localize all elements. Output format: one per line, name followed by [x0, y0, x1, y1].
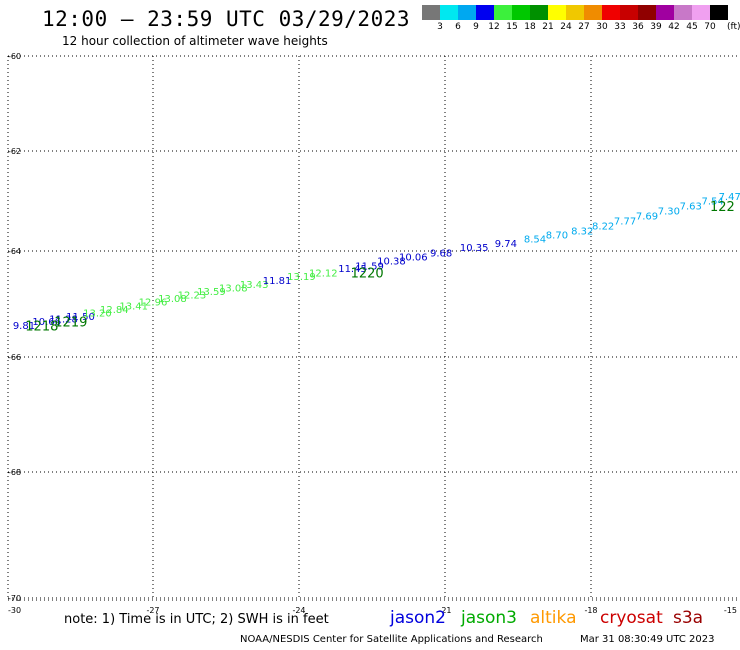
wave-height-label: 7.30	[658, 207, 680, 218]
lat-tick-label: -64	[8, 247, 21, 256]
wave-height-label: 13.59	[197, 287, 226, 298]
lat-tick-label: -60	[8, 52, 21, 61]
colorbar-label: 9	[473, 22, 479, 32]
colorbar-cell	[602, 5, 620, 20]
colorbar-label: 27	[578, 22, 590, 32]
wave-height-label: 7.47	[719, 192, 740, 203]
colorbar-label: 15	[506, 22, 518, 32]
colorbar-unit: (ft)	[727, 22, 740, 32]
colorbar-label: 18	[524, 22, 536, 32]
lon-tick-label: -24	[292, 606, 305, 615]
legend-altika: altika	[530, 608, 577, 628]
colorbar-label: 33	[614, 22, 626, 32]
legend-s3a: s3a	[673, 608, 704, 628]
colorbar-cell	[656, 5, 674, 20]
colorbar-cell	[620, 5, 638, 20]
wave-height-label: 12.96	[139, 298, 168, 309]
colorbar-label: 3	[437, 22, 443, 32]
wave-height-colorbar	[422, 5, 728, 20]
lat-tick-label: -66	[8, 353, 21, 362]
colorbar-cell	[476, 5, 494, 20]
map-subtitle: 12 hour collection of altimeter wave hei…	[62, 34, 328, 48]
map-title: 12:00 – 23:59 UTC 03/29/2023	[42, 7, 411, 31]
wave-height-label: 8.70	[546, 231, 568, 242]
wave-height-label: 13.20	[83, 309, 112, 320]
colorbar-label: 42	[668, 22, 680, 32]
colorbar-label: 30	[596, 22, 608, 32]
wave-height-label: 9.74	[495, 239, 517, 250]
wave-height-label: 12.84	[100, 305, 129, 316]
track-time-label: 1218	[25, 320, 58, 335]
colorbar-label: 24	[560, 22, 572, 32]
colorbar-cell	[512, 5, 530, 20]
wave-height-label: 8.54	[524, 235, 546, 246]
colorbar-cell	[566, 5, 584, 20]
colorbar-label: 36	[632, 22, 644, 32]
lat-tick-label: -62	[8, 147, 21, 156]
colorbar-cell	[548, 5, 566, 20]
wave-height-label: 7.54	[702, 197, 724, 208]
wave-height-label: 13.08	[219, 283, 248, 294]
colorbar-label: 70	[704, 22, 716, 32]
wave-height-label: 7.77	[614, 217, 636, 228]
track-time-label: 1219	[54, 315, 87, 330]
wave-height-label: 11.59	[355, 262, 384, 273]
lon-tick-label: -30	[8, 606, 21, 615]
wave-height-label: 9.68	[430, 248, 452, 259]
wave-height-label: 9.81	[13, 321, 35, 332]
track-time-label: 1220	[351, 267, 384, 282]
lat-tick-label: -70	[8, 594, 21, 603]
wave-height-label: 11.50	[66, 312, 95, 323]
lon-tick-label: -27	[146, 606, 159, 615]
wave-height-label: 8.32	[571, 227, 593, 238]
wave-height-label: 7.63	[680, 202, 702, 213]
wave-height-label: 11.28	[49, 315, 78, 326]
colorbar-cell	[494, 5, 512, 20]
colorbar-cell	[584, 5, 602, 20]
colorbar-label: 45	[686, 22, 698, 32]
wave-height-label: 13.08	[158, 294, 187, 305]
track-time-label: 122	[710, 200, 735, 215]
wave-height-label: 7.69	[636, 212, 658, 223]
wave-height-label: 12.12	[309, 268, 338, 279]
colorbar-cell	[638, 5, 656, 20]
colorbar-cell	[692, 5, 710, 20]
lat-tick-label: -68	[8, 468, 21, 477]
colorbar-cell	[458, 5, 476, 20]
lon-tick-label: -18	[584, 606, 597, 615]
colorbar-label: 12	[488, 22, 500, 32]
colorbar-cell	[530, 5, 548, 20]
colorbar-cell	[674, 5, 692, 20]
footer-timestamp: Mar 31 08:30:49 UTC 2023	[580, 634, 715, 645]
lon-tick-label: -21	[438, 606, 451, 615]
colorbar-labels: 3 6 9 12 15 18 21 24 27 30 33 36 39 42 45 70	[422, 22, 740, 36]
colorbar-cell	[440, 5, 458, 20]
wave-height-label: 10.06	[399, 253, 428, 264]
lon-tick-label: -15	[724, 606, 737, 615]
colorbar-label: 6	[455, 22, 461, 32]
wave-height-label: 11.81	[263, 276, 292, 287]
wave-height-label: 10.66	[32, 317, 61, 328]
units-note: note: 1) Time is in UTC; 2) SWH is in fe…	[64, 612, 329, 627]
colorbar-label: 39	[650, 22, 662, 32]
wave-height-label: 10.35	[460, 243, 489, 254]
wave-height-label: 12.23	[178, 291, 207, 302]
wave-height-label: 8.22	[592, 222, 614, 233]
footer-credit: NOAA/NESDIS Center for Satellite Applica…	[240, 634, 543, 645]
colorbar-cell	[422, 5, 440, 20]
wave-height-label: 13.41	[119, 301, 148, 312]
wave-height-label: 13.43	[240, 280, 269, 291]
legend-cryosat: cryosat	[600, 608, 663, 628]
legend-jason3: jason3	[461, 608, 517, 628]
wave-height-label: 10.38	[377, 256, 406, 267]
legend-jason2: jason2	[390, 608, 446, 628]
wave-height-label: 13.19	[287, 272, 316, 283]
wave-height-label: 11.45	[338, 264, 367, 275]
colorbar-cell	[710, 5, 728, 20]
colorbar-label: 21	[542, 22, 554, 32]
